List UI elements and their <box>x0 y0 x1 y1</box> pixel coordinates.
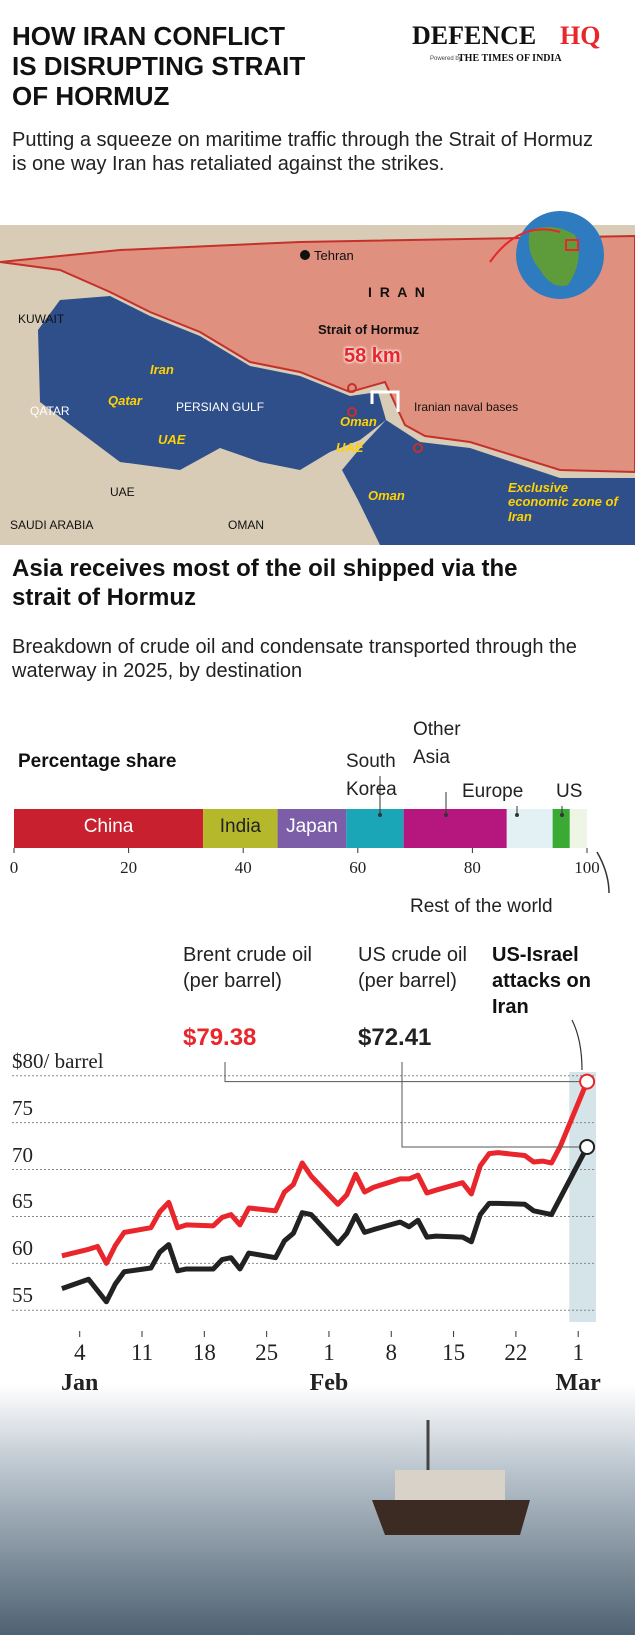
city-dot <box>300 250 310 260</box>
segment-label: India <box>219 816 261 837</box>
x-tick-label: 22 <box>504 1340 528 1365</box>
globe-focus <box>565 239 579 251</box>
strait-marker <box>370 390 400 412</box>
x-tick-label: 40 <box>234 858 252 877</box>
series-line <box>61 1080 590 1266</box>
leader-line <box>401 1062 588 1148</box>
y-tick-label: 65 <box>12 1189 33 1214</box>
y-tick-label: 60 <box>12 1236 33 1261</box>
segment-label: Europe <box>462 781 524 802</box>
label-dot <box>515 813 519 817</box>
title: HOW IRAN CONFLICT IS DISRUPTING STRAIT O… <box>12 21 306 111</box>
bar-segment <box>346 809 404 848</box>
base-marker <box>413 443 423 453</box>
map-label: Iran <box>150 362 174 377</box>
map-label: QATAR <box>30 404 70 418</box>
section-subtitle: Breakdown of crude oil and condensate tr… <box>12 636 577 682</box>
map-label: Qatar <box>108 393 142 408</box>
y-tick-label: $80/ barrel <box>12 1048 104 1073</box>
map-label: Strait of Hormuz <box>318 322 420 337</box>
event-label: US-Israel attacks on Iran <box>492 944 591 1018</box>
end-point <box>579 1073 596 1090</box>
subtitle: Putting a squeeze on maritime traffic th… <box>12 129 594 175</box>
label-dot <box>444 813 448 817</box>
x-tick-label: 20 <box>120 858 138 877</box>
x-tick-label: 60 <box>349 858 367 877</box>
map-label: Oman <box>368 488 405 503</box>
x-tick-label: 15 <box>442 1340 466 1365</box>
label-dot <box>378 813 382 817</box>
x-tick-label: 1 <box>323 1340 335 1365</box>
map-label: KUWAIT <box>18 312 65 326</box>
x-group-label: Jan <box>61 1370 99 1396</box>
x-group-label: Feb <box>309 1370 349 1396</box>
segment-label: China <box>83 816 134 837</box>
x-tick-label: 0 <box>9 858 19 877</box>
bar-segment <box>569 809 587 848</box>
map-label: I R A N <box>368 284 427 300</box>
bar-segment <box>552 809 570 848</box>
map-label: UAE <box>110 485 135 499</box>
x-tick-label: 4 <box>73 1340 86 1365</box>
ship-deck <box>395 1470 505 1500</box>
x-tick-label: 8 <box>385 1340 398 1365</box>
value-label: $72.41 <box>358 1024 432 1051</box>
map-label: OMAN <box>228 518 264 532</box>
map-label: PERSIAN GULF <box>176 400 265 414</box>
x-tick-label: 1 <box>572 1340 584 1365</box>
logo-main: DEFENCE <box>412 21 537 50</box>
map-label: Tehran <box>314 248 354 263</box>
map-label: SAUDI ARABIA <box>10 518 94 532</box>
label-dot <box>560 813 564 817</box>
x-tick-label: 100 <box>574 858 600 877</box>
x-group-label: Mar <box>555 1370 601 1396</box>
bar-segment <box>203 809 278 848</box>
sea-photo <box>0 1385 635 1635</box>
x-tick-label: 18 <box>192 1340 216 1365</box>
base-marker <box>347 383 357 393</box>
series-name: Brent crude oil (per barrel) <box>183 944 312 992</box>
photo <box>0 1385 635 1635</box>
y-tick-label: 75 <box>12 1095 33 1120</box>
map-label: Exclusive economic zone of Iran <box>508 480 618 524</box>
y-tick-label: 70 <box>12 1142 33 1167</box>
map <box>0 211 635 545</box>
event-pointer <box>571 1019 583 1071</box>
segment-label: Japan <box>286 816 338 837</box>
ship-hull <box>372 1500 530 1535</box>
leader-line <box>224 1062 588 1083</box>
globe-arrow <box>489 228 561 263</box>
x-tick-label: 80 <box>463 858 481 877</box>
series-name: US crude oil (per barrel) <box>358 944 467 992</box>
map-label: UAE <box>336 440 364 455</box>
logo-accent: HQ <box>560 21 601 50</box>
map-label: Iranian naval bases <box>414 400 519 414</box>
bar-segment <box>277 809 347 848</box>
segment-label: Other Asia <box>413 719 461 768</box>
base-marker <box>347 407 357 417</box>
bar-segment <box>403 809 507 848</box>
bar-segment <box>506 809 553 848</box>
map-label: Oman <box>340 414 377 429</box>
bar-segment <box>14 809 204 848</box>
end-point <box>579 1138 596 1155</box>
series-line <box>61 1145 590 1305</box>
persian-gulf <box>38 296 386 470</box>
value-label: $79.38 <box>183 1024 257 1051</box>
logo-partner: THE TIMES OF INDIA <box>458 53 562 64</box>
map-label: UAE <box>158 432 186 447</box>
section-title: Asia receives most of the oil shipped vi… <box>12 555 518 611</box>
segment-label: Rest of the world <box>410 896 553 917</box>
x-tick-label: 11 <box>130 1340 154 1365</box>
y-tick-label: 55 <box>12 1283 33 1308</box>
label-pointer <box>596 851 610 894</box>
axis-label: Percentage share <box>18 751 177 772</box>
segment-label: US <box>556 781 583 802</box>
map-label: 58 km <box>344 345 401 367</box>
segment-label: South Korea <box>346 751 397 800</box>
logo-powered: Powered by <box>430 56 462 62</box>
x-tick-label: 25 <box>255 1340 279 1365</box>
